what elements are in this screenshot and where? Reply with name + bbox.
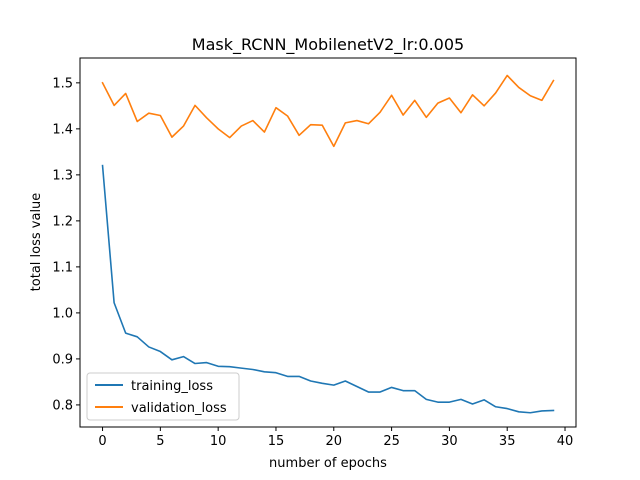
y-tick-label: 0.8: [52, 398, 73, 413]
x-tick-label: 0: [98, 434, 106, 449]
legend-label-validation-loss: validation_loss: [131, 401, 227, 416]
legend: training_loss validation_loss: [86, 372, 240, 421]
y-tick-label: 1.0: [52, 306, 73, 321]
y-axis-label: total loss value: [29, 193, 44, 292]
x-tick-label: 20: [326, 434, 343, 449]
chart-title: Mask_RCNN_MobilenetV2_lr:0.005: [192, 35, 464, 55]
plot-frame: [79, 57, 577, 428]
x-tick-label: 30: [441, 434, 458, 449]
y-tick-label: 1.3: [52, 168, 73, 183]
series-line-validation-loss: [101, 74, 555, 148]
x-tick-label: 35: [499, 434, 516, 449]
x-tick-label: 5: [156, 434, 164, 449]
legend-box: [86, 372, 240, 421]
x-axis-label: number of epochs: [269, 456, 387, 471]
y-axis-ticks: 0.8 0.9 1.0 1.1 1.2 1.3 1.4 1.5: [52, 76, 80, 413]
legend-label-training-loss: training_loss: [131, 379, 213, 394]
series-line-training-loss: [101, 164, 555, 414]
x-tick-label: 40: [557, 434, 574, 449]
y-tick-label: 1.1: [52, 260, 73, 275]
x-tick-label: 10: [210, 434, 227, 449]
series-layer: [101, 74, 555, 414]
y-tick-label: 0.9: [52, 352, 73, 367]
y-tick-label: 1.4: [52, 122, 73, 137]
plot-area: [80, 58, 576, 427]
x-tick-label: 25: [383, 434, 400, 449]
x-tick-label: 15: [268, 434, 285, 449]
y-tick-label: 1.2: [52, 214, 73, 229]
x-axis-ticks: 0 5 10 15 20 25 30 35 40: [98, 427, 573, 449]
y-tick-label: 1.5: [52, 76, 73, 91]
